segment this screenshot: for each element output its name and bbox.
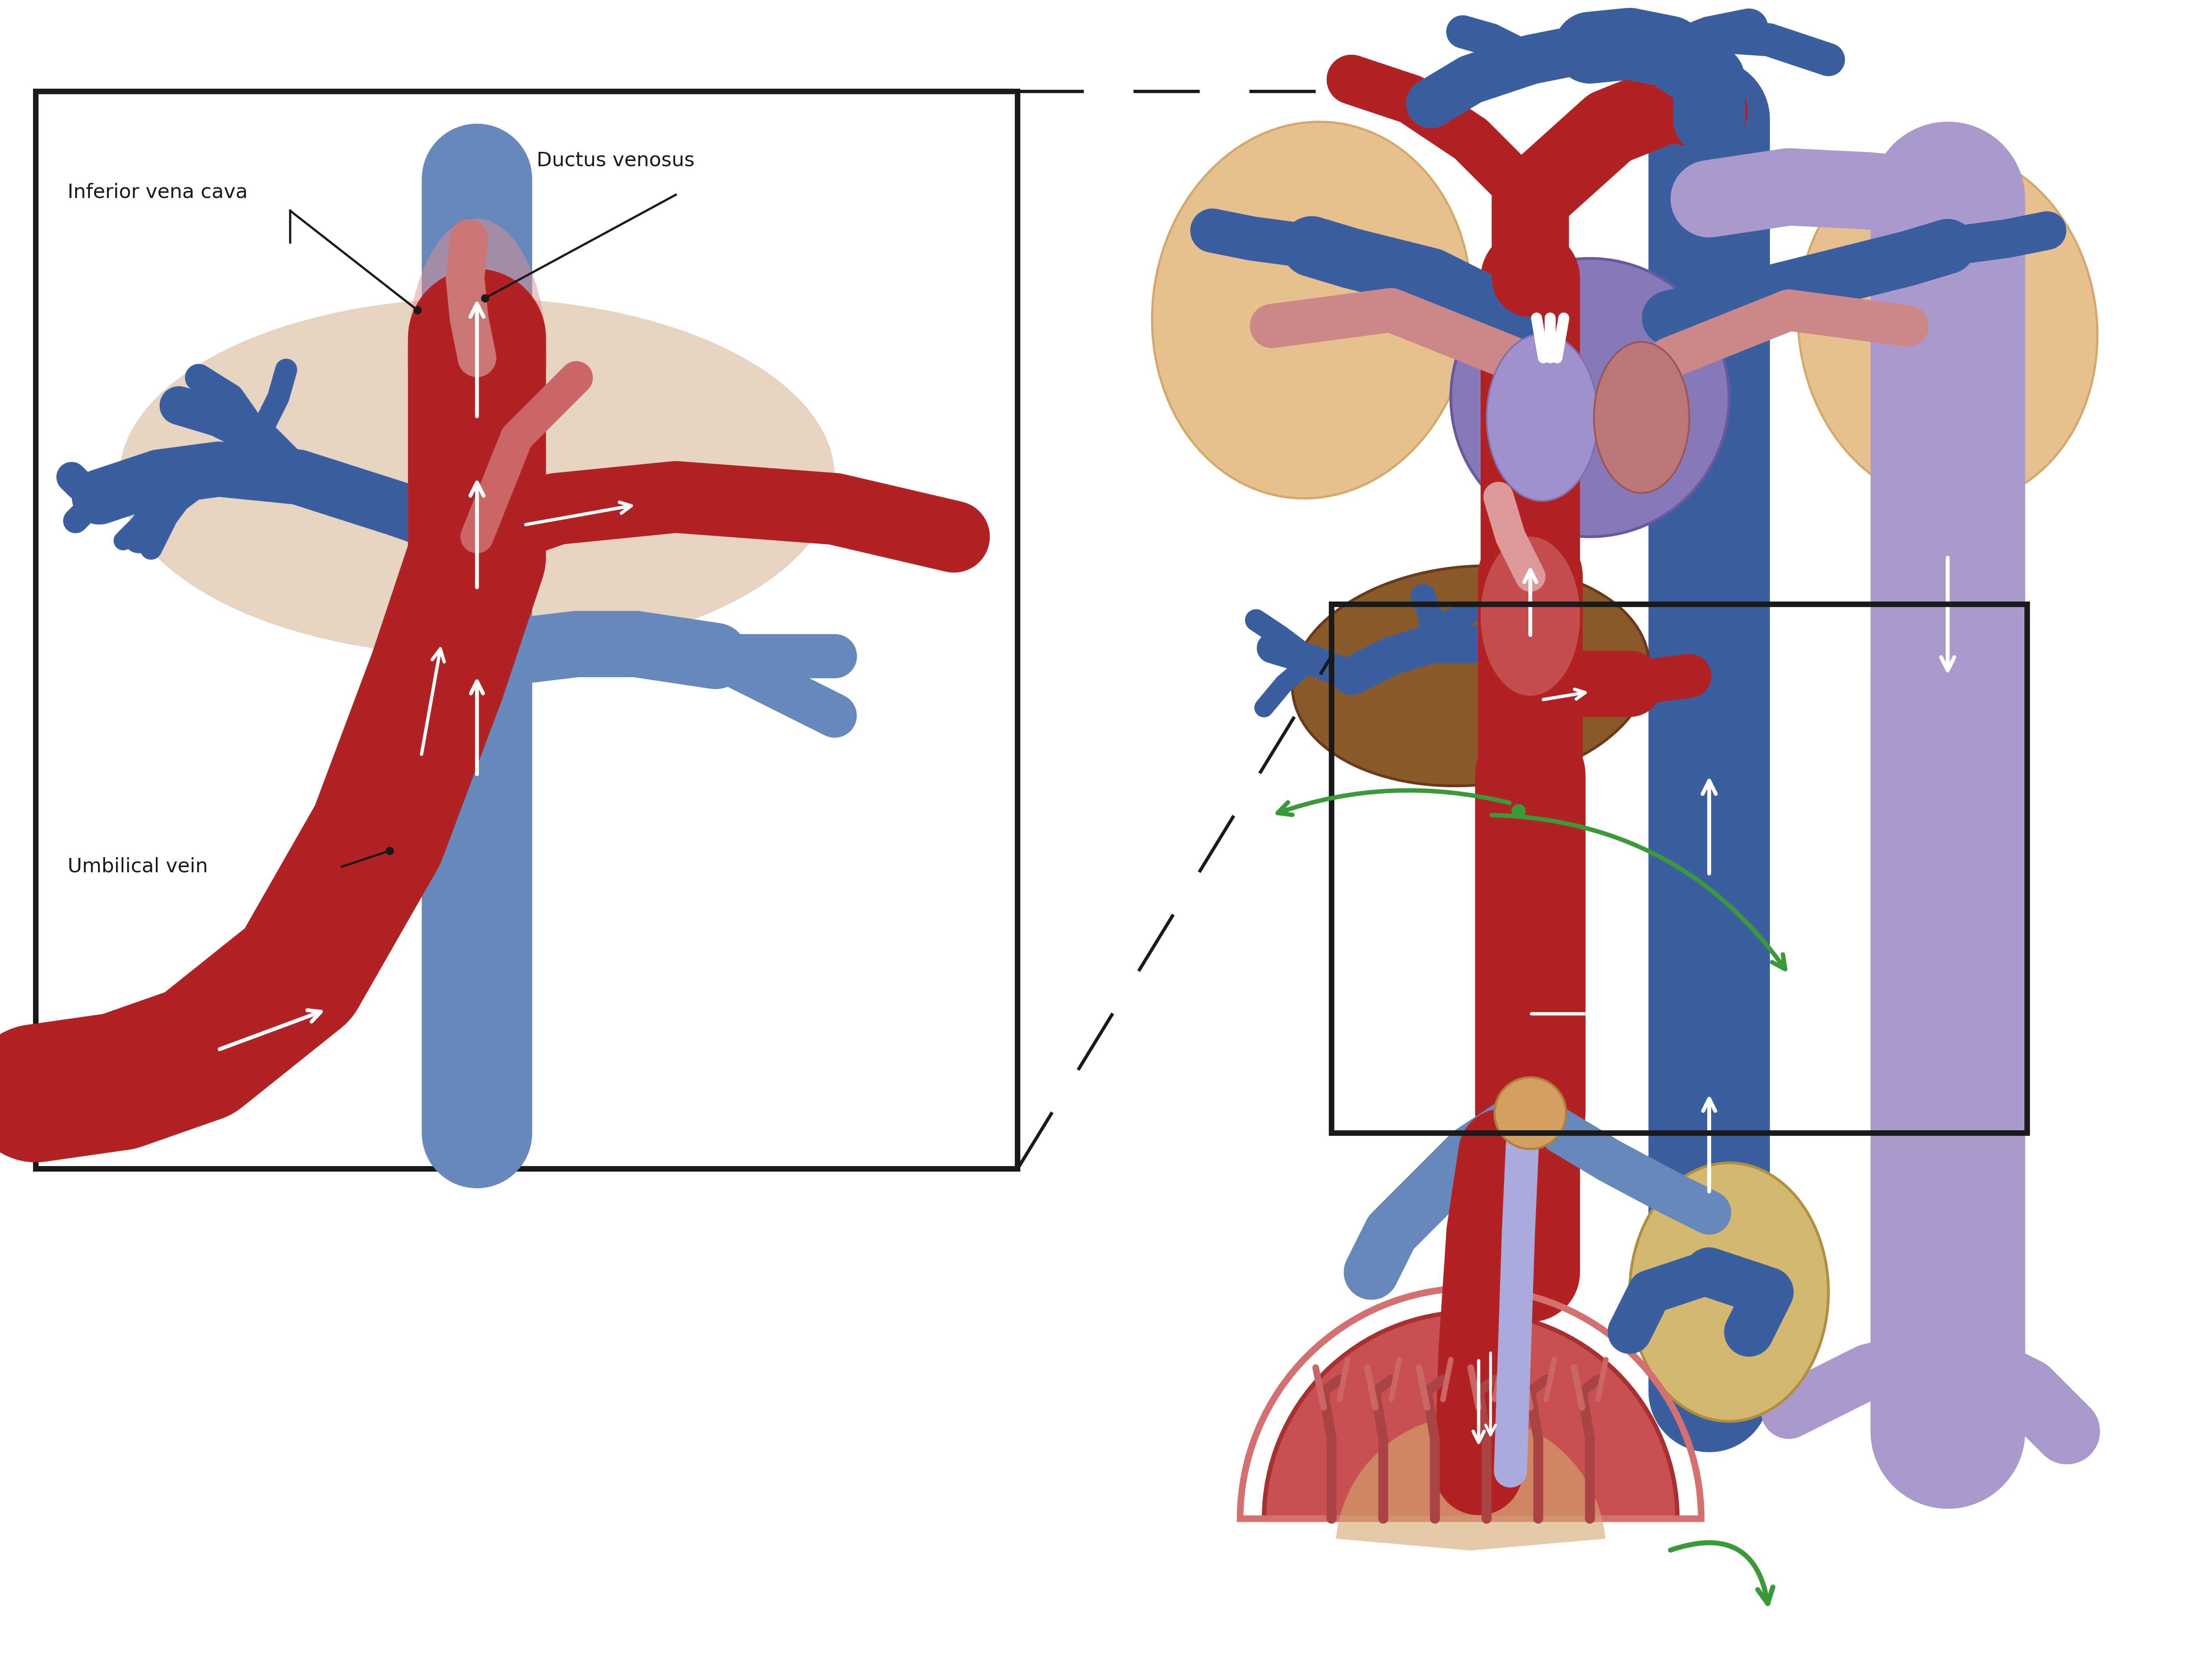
Ellipse shape — [1480, 536, 1579, 696]
Wedge shape — [1336, 1415, 1606, 1550]
Ellipse shape — [1486, 335, 1597, 501]
Ellipse shape — [1451, 258, 1730, 536]
Wedge shape — [1263, 1312, 1677, 1518]
Ellipse shape — [1798, 148, 2097, 504]
Ellipse shape — [1595, 341, 1690, 493]
Ellipse shape — [1495, 1077, 1566, 1149]
Ellipse shape — [1152, 122, 1471, 498]
Bar — [1332, 604, 2026, 1134]
Ellipse shape — [1292, 566, 1650, 786]
Ellipse shape — [1630, 1162, 1829, 1422]
Text: Ductus venosus: Ductus venosus — [538, 152, 695, 170]
Ellipse shape — [119, 298, 834, 656]
Text: Inferior vena cava: Inferior vena cava — [69, 183, 248, 201]
Text: Umbilical vein: Umbilical vein — [69, 857, 208, 876]
Bar — [35, 92, 1018, 1169]
Ellipse shape — [407, 218, 546, 496]
